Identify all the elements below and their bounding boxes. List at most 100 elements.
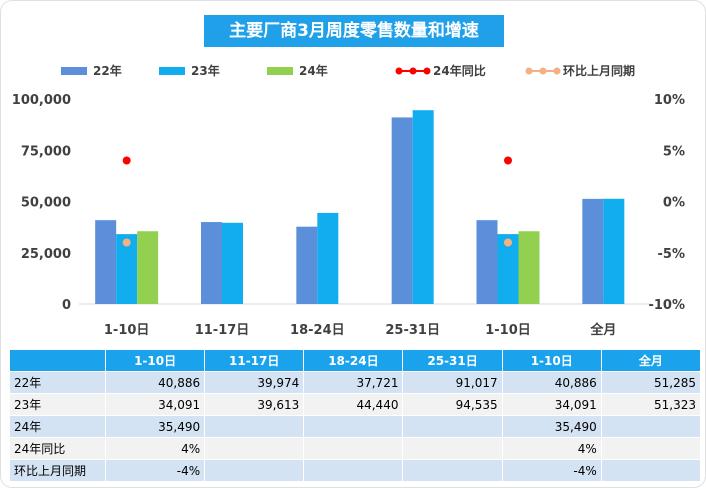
table-cell: 44,440 [303,393,404,416]
column-header: 1-10日 [104,349,206,372]
bar-chart: 0 25,000 50,000 75,000 100,000 -10% -5% 0% 5% 10%… [12,63,685,338]
bar-1 [476,220,498,304]
row-label: 22年 [9,371,106,394]
row-label: 23年 [9,393,106,416]
x-tick-label: 25-31日 [385,323,440,338]
y-tick-label: 25,000 [21,247,71,262]
table-cell: -4% [104,459,206,482]
table-cell: 39,613 [204,393,305,416]
table-cell: 37,721 [303,371,404,394]
table-cell: 34,091 [104,393,206,416]
legend-marker [553,67,561,75]
bar-3 [518,231,540,304]
table-cell: 91,017 [402,371,503,394]
x-tick-label: 11-17日 [195,323,250,338]
table-cell: 35,490 [104,415,206,438]
y-tick-label: 75,000 [21,144,71,159]
table-cell: 51,323 [600,393,702,416]
table-cell: 40,886 [104,371,206,394]
table-cell [204,437,305,460]
table-cell: 94,535 [402,393,503,416]
dot-point [122,156,131,165]
column-header: 1-10日 [501,349,602,372]
table-cell: 4% [501,437,602,460]
row-label: 环比上月同期 [9,459,106,482]
bar-1 [391,117,413,304]
x-tick-label: 18-24日 [290,323,345,338]
table-cell [303,415,404,438]
bar-1 [296,226,318,304]
legend-label: 环比上月同期 [563,63,635,78]
x-tick-label: 全月 [589,322,616,338]
table-cell [600,415,702,438]
table-header: 1-10日 11-17日 18-24日 25-31日 1-10日 全月 [9,349,702,372]
table-cell: 4% [104,437,206,460]
legend-label: 24年 [299,63,328,78]
column-header [9,349,106,372]
table-cell [402,459,503,482]
table-row: 23年 34,091 39,613 44,440 94,535 34,091 51,323 [9,393,702,416]
table-cell [204,415,305,438]
y-tick-label: 100,000 [12,93,71,108]
table-cell: 51,285 [600,371,702,394]
dot-point [122,238,131,247]
y-tick-label: 50,000 [21,196,71,211]
y-tick-label: 0 [62,298,71,313]
legend-swatch [159,67,185,75]
bar-1 [95,220,117,304]
x-tick-label: 1-10日 [485,323,531,338]
dot-point [504,238,512,247]
bar-2 [222,222,243,304]
table-cell: 40,886 [501,371,602,394]
y2-tick-label: -5% [658,247,685,262]
table-cell [600,459,702,482]
y2-tick-label: -10% [648,298,685,313]
table-cell: 34,091 [501,393,602,416]
table-cell [303,459,404,482]
row-label: 24年同比 [9,437,106,460]
table-cell [402,415,503,438]
bar-2 [116,234,138,304]
legend-marker [423,67,431,75]
bar-2 [412,110,434,304]
table-cell [303,437,404,460]
legend-swatch [61,67,87,75]
data-table: 1-10日 11-17日 18-24日 25-31日 1-10日 全月 22年 40,886 3… [9,349,702,482]
legend-label: 22年 [93,63,122,78]
table-row: 24年同比 4% 4% [9,437,702,460]
bar-2 [603,198,625,304]
bar-2 [317,212,339,304]
column-header: 25-31日 [402,349,503,372]
table-row: 22年 40,886 39,974 37,721 91,017 40,886 51,285 [9,371,702,394]
y2-tick-label: 5% [663,144,685,159]
legend-swatch [267,67,293,75]
bar-3 [137,231,159,304]
bar-1 [201,222,222,304]
table-cell [204,459,305,482]
row-label: 24年 [9,415,106,438]
table-cell [402,437,503,460]
legend-marker [539,67,547,75]
table-cell: 39,974 [204,371,305,394]
x-tick-label: 1-10日 [104,323,150,338]
table-row: 环比上月同期 -4% -4% [9,459,702,482]
dot-point [504,156,512,165]
table-cell: 35,490 [501,415,602,438]
legend-marker [525,67,533,75]
bar-1 [582,198,604,304]
table-cell [600,437,702,460]
bar-2 [497,234,519,304]
legend-label: 24年同比 [433,63,486,78]
table-row: 24年 35,490 35,490 [9,415,702,438]
y2-tick-label: 10% [654,93,685,108]
column-header: 18-24日 [303,349,404,372]
y2-tick-label: 0% [663,196,685,211]
column-header: 全月 [600,349,702,372]
column-header: 11-17日 [204,349,305,372]
legend-marker [409,67,417,75]
legend-label: 23年 [191,63,220,78]
table-cell: -4% [501,459,602,482]
legend-marker [395,67,403,75]
chart-title: 主要厂商3月周度零售数量和增速 [204,15,504,47]
